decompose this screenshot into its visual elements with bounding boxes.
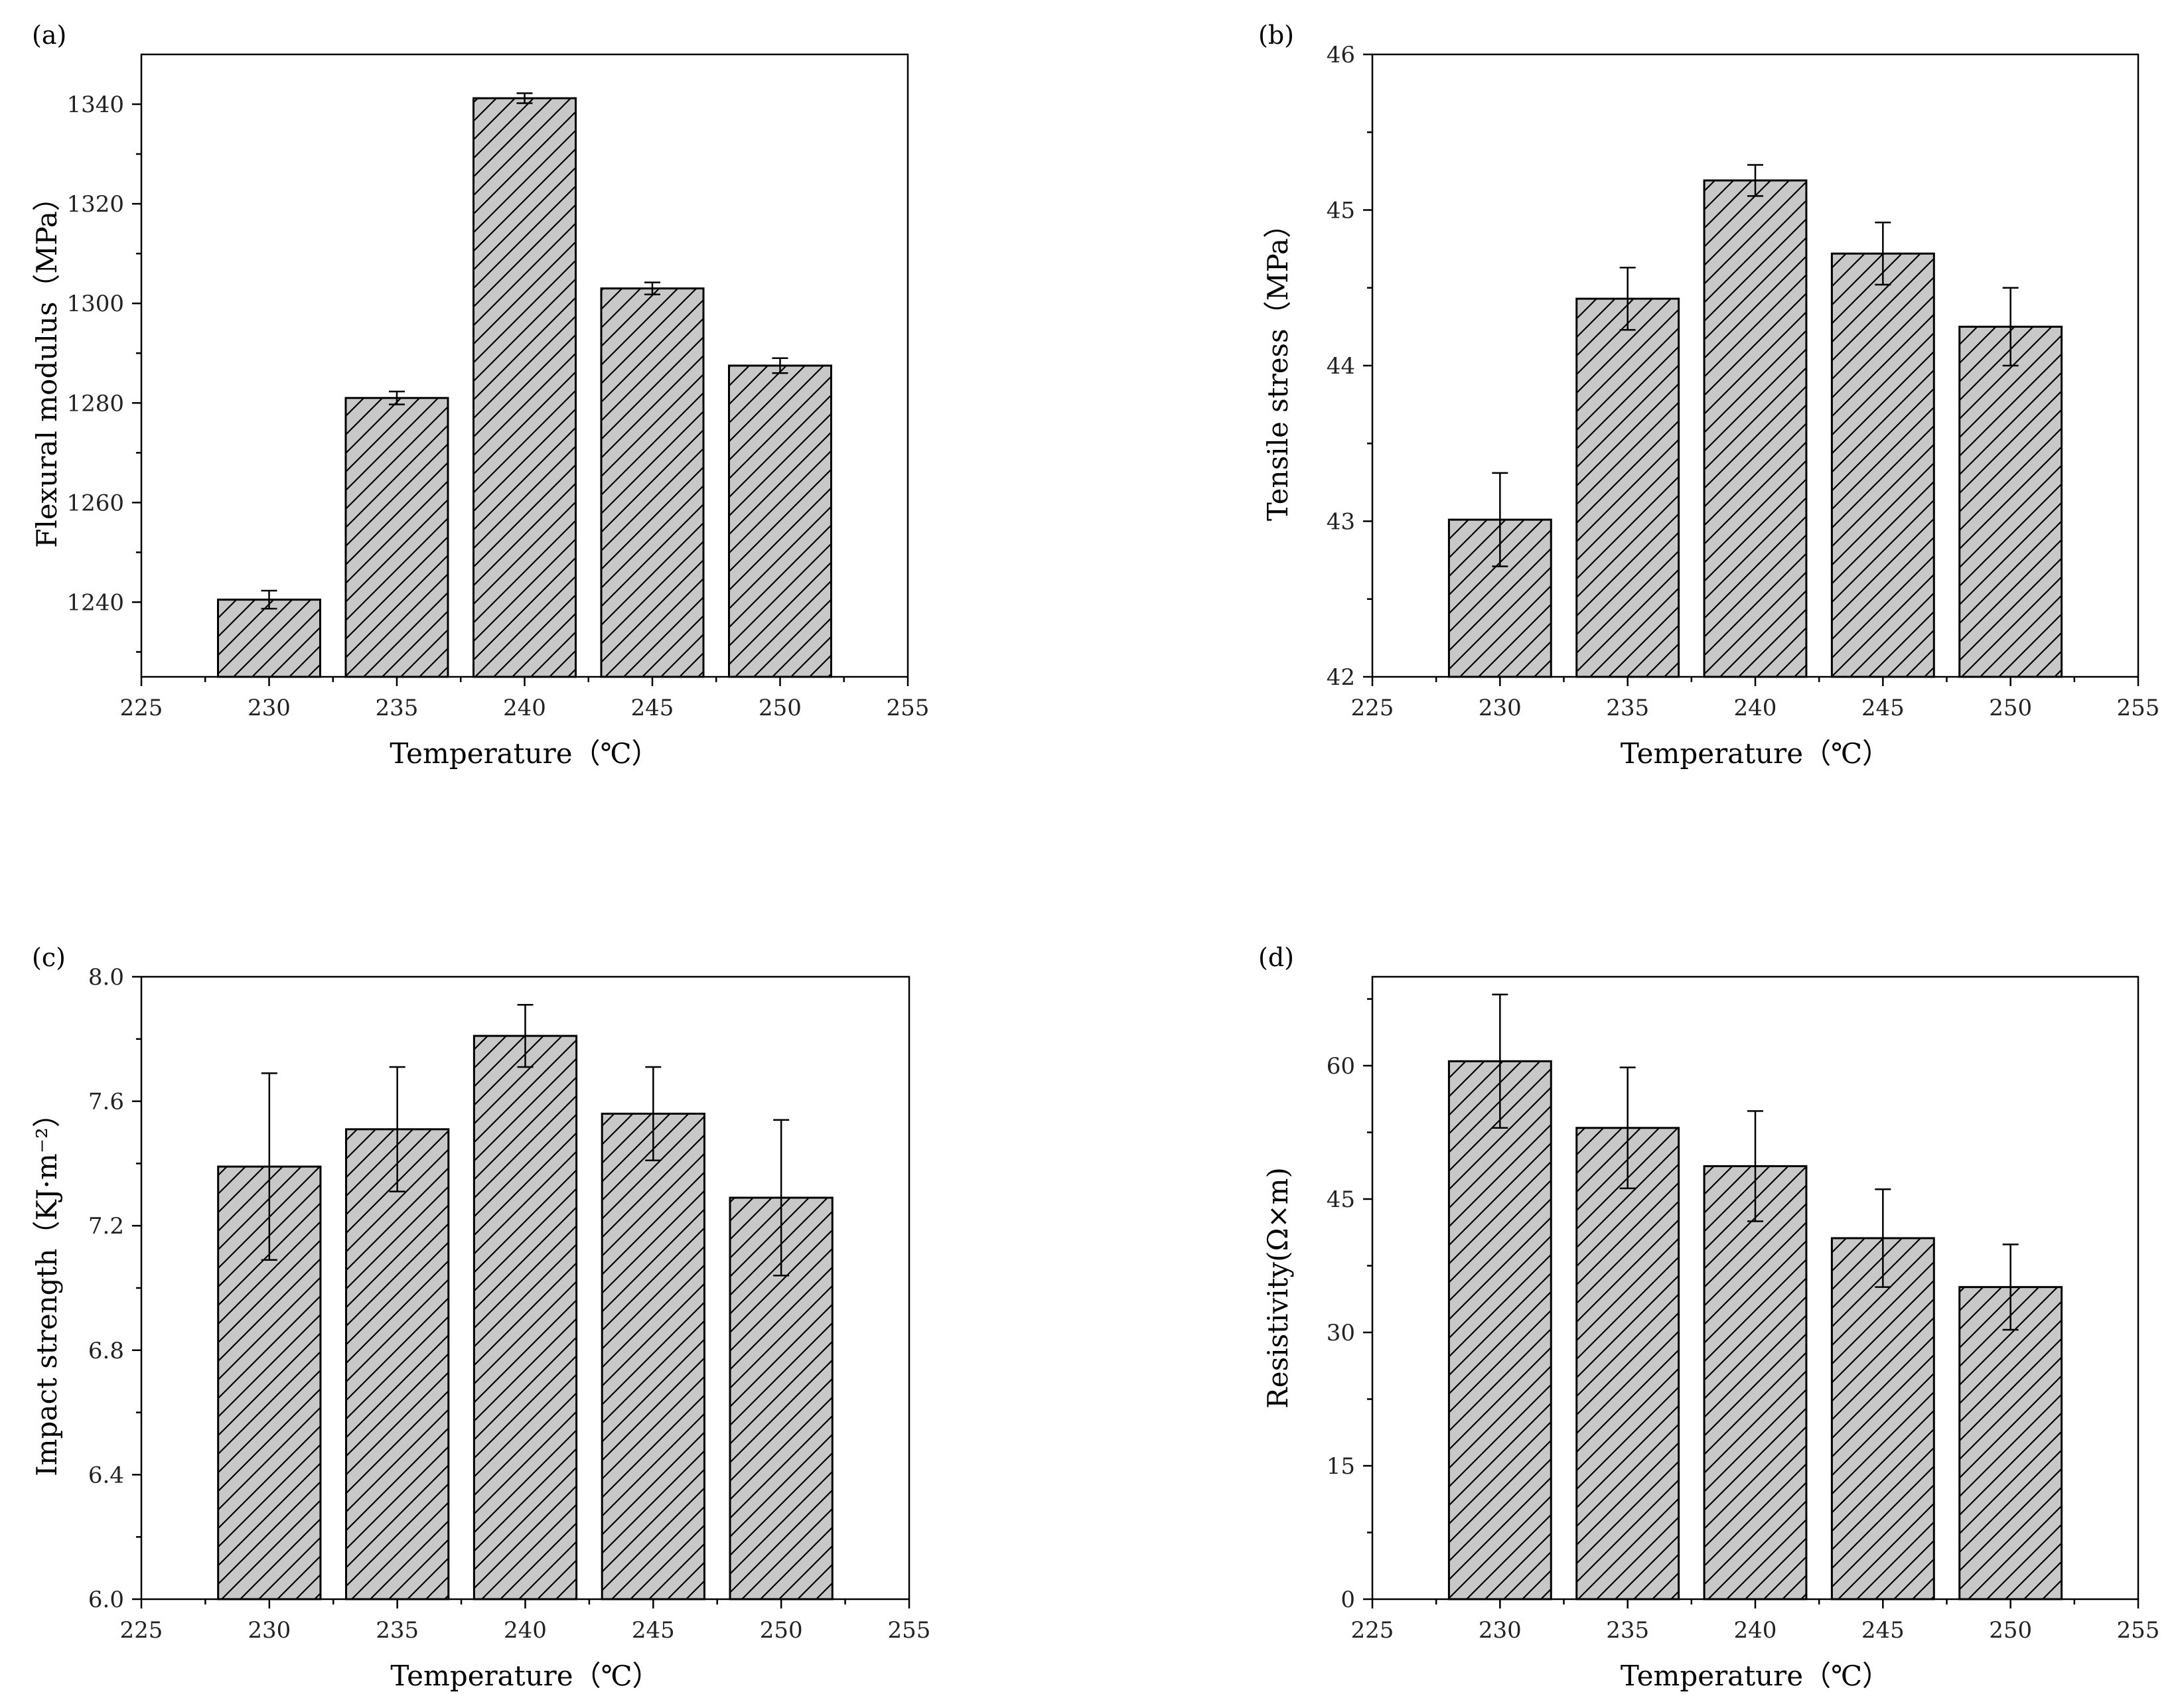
bar-245 (1830, 252, 1935, 678)
bar-240 (472, 97, 577, 678)
y-axis-title: Resistivity(Ω×m) (1262, 1167, 1294, 1409)
x-tick-label: 255 (2117, 1617, 2160, 1644)
y-tick-label: 15 (1327, 1453, 1355, 1480)
y-axis-title: Tensile stress（MPa） (1262, 210, 1294, 521)
x-tick-label: 225 (120, 695, 163, 721)
y-tick-label: 6.8 (88, 1338, 124, 1364)
panel-label: (d) (1258, 943, 1294, 972)
x-tick-label: 230 (248, 695, 291, 721)
x-tick-label: 230 (248, 1617, 291, 1644)
bar-240 (472, 1034, 578, 1601)
y-tick-label: 45 (1327, 1186, 1355, 1213)
y-tick-label: 44 (1327, 353, 1355, 380)
y-tick-label: 7.6 (88, 1089, 124, 1115)
x-tick-label: 250 (1989, 695, 2032, 721)
y-axis-title: Flexural modulus（MPa） (31, 183, 63, 548)
x-tick-label: 250 (760, 1617, 803, 1644)
bar-245 (600, 287, 705, 678)
y-tick-label: 1320 (66, 191, 124, 218)
y-tick-label: 6.4 (88, 1462, 124, 1488)
y-tick-label: 1300 (66, 291, 124, 317)
bar-230 (1447, 1060, 1552, 1601)
x-tick-label: 240 (503, 695, 546, 721)
x-tick-label: 255 (2117, 695, 2160, 721)
panel-label: (a) (32, 21, 66, 50)
x-tick-label: 230 (1479, 1617, 1522, 1644)
x-tick-label: 255 (887, 695, 930, 721)
chart-panel-1: (a) 225 230 235 240 245 250 255 1240 1260 1280 1300… (31, 21, 929, 770)
x-tick-label: 250 (759, 695, 802, 721)
x-axis-title: Temperature（℃） (1621, 737, 1890, 770)
bar-250 (1958, 325, 2063, 678)
x-tick-label: 235 (1606, 695, 1649, 721)
y-tick-label: 46 (1327, 42, 1355, 68)
bar-250 (1958, 1286, 2063, 1601)
x-tick-label: 225 (120, 1617, 163, 1644)
x-axis-title: Temperature（℃） (390, 1660, 660, 1692)
bar-230 (217, 599, 321, 678)
bar-245 (1830, 1237, 1935, 1601)
x-tick-label: 245 (631, 695, 674, 721)
y-tick-label: 43 (1327, 509, 1355, 535)
bar-250 (728, 364, 832, 678)
y-tick-label: 30 (1327, 1320, 1355, 1346)
bar-235 (1575, 1127, 1680, 1601)
x-tick-label: 245 (1861, 695, 1905, 721)
y-tick-label: 60 (1327, 1053, 1355, 1080)
y-tick-label: 7.2 (88, 1213, 124, 1240)
x-axis-title: Temperature（℃） (390, 737, 659, 770)
bar-235 (345, 1128, 450, 1601)
y-tick-label: 1340 (66, 92, 124, 118)
panel-label: (b) (1258, 21, 1294, 50)
x-tick-label: 225 (1351, 695, 1394, 721)
x-tick-label: 225 (1351, 1617, 1394, 1644)
y-tick-label: 1280 (66, 390, 124, 417)
x-tick-label: 245 (632, 1617, 675, 1644)
y-tick-label: 6.0 (88, 1587, 124, 1613)
y-tick-label: 1240 (66, 589, 124, 616)
x-tick-label: 235 (1606, 1617, 1649, 1644)
y-tick-label: 42 (1327, 664, 1355, 691)
y-tick-label: 0 (1341, 1587, 1355, 1613)
y-tick-label: 45 (1327, 198, 1355, 224)
bar-245 (601, 1112, 705, 1601)
x-tick-label: 240 (1734, 695, 1777, 721)
x-tick-label: 235 (376, 1617, 419, 1644)
y-axis-title: Impact strength（KJ·m⁻²） (31, 1100, 63, 1476)
x-tick-label: 235 (376, 695, 419, 721)
y-tick-label: 8.0 (88, 964, 124, 991)
bar-240 (1703, 1165, 1808, 1601)
bar-235 (344, 397, 449, 678)
chart-panel-3: (c) 225 230 235 240 245 250 255 6.0 6.4 6.8 7.2 7.6 8… (31, 943, 930, 1692)
chart-panel-4: (d) 225 230 235 240 245 250 255 0 15 30 45 60 Tempera… (1258, 943, 2159, 1692)
chart-panel-2: (b) 225 230 235 240 245 250 255 42 43 44 45 46 Temper… (1258, 21, 2159, 770)
x-tick-label: 240 (1734, 1617, 1777, 1644)
x-tick-label: 240 (504, 1617, 547, 1644)
bar-240 (1703, 179, 1808, 678)
x-tick-label: 255 (888, 1617, 931, 1644)
bar-235 (1575, 297, 1680, 678)
panel-label: (c) (32, 943, 66, 972)
x-tick-label: 245 (1861, 1617, 1905, 1644)
y-tick-label: 1260 (66, 490, 124, 516)
x-axis-title: Temperature（℃） (1621, 1660, 1890, 1692)
x-tick-label: 250 (1989, 1617, 2032, 1644)
x-tick-label: 230 (1479, 695, 1522, 721)
